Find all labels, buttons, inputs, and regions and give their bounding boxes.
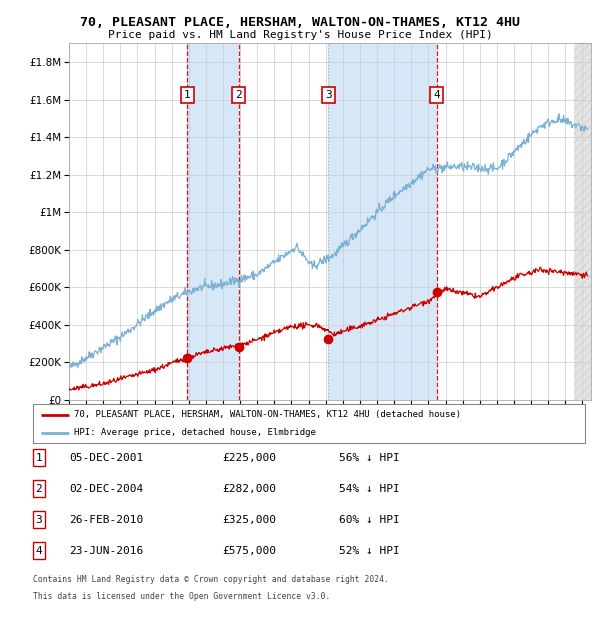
Text: £282,000: £282,000	[222, 484, 276, 494]
Text: £325,000: £325,000	[222, 515, 276, 525]
FancyBboxPatch shape	[33, 404, 585, 443]
Text: 54% ↓ HPI: 54% ↓ HPI	[339, 484, 400, 494]
Text: 3: 3	[35, 515, 43, 525]
Text: 2: 2	[235, 90, 242, 100]
Text: Contains HM Land Registry data © Crown copyright and database right 2024.: Contains HM Land Registry data © Crown c…	[33, 575, 389, 584]
Text: This data is licensed under the Open Government Licence v3.0.: This data is licensed under the Open Gov…	[33, 592, 331, 601]
Text: Price paid vs. HM Land Registry's House Price Index (HPI): Price paid vs. HM Land Registry's House …	[107, 30, 493, 40]
Text: 1: 1	[184, 90, 191, 100]
Text: 52% ↓ HPI: 52% ↓ HPI	[339, 546, 400, 556]
Text: 1: 1	[35, 453, 43, 463]
Text: 70, PLEASANT PLACE, HERSHAM, WALTON-ON-THAMES, KT12 4HU: 70, PLEASANT PLACE, HERSHAM, WALTON-ON-T…	[80, 16, 520, 29]
Text: 02-DEC-2004: 02-DEC-2004	[69, 484, 143, 494]
Text: 2: 2	[35, 484, 43, 494]
Bar	[574, 43, 591, 400]
Text: 60% ↓ HPI: 60% ↓ HPI	[339, 515, 400, 525]
Text: HPI: Average price, detached house, Elmbridge: HPI: Average price, detached house, Elmb…	[74, 428, 316, 437]
Text: 56% ↓ HPI: 56% ↓ HPI	[339, 453, 400, 463]
Text: 4: 4	[35, 546, 43, 556]
Text: 4: 4	[433, 90, 440, 100]
Text: £225,000: £225,000	[222, 453, 276, 463]
Bar	[328, 43, 437, 400]
Text: £575,000: £575,000	[222, 546, 276, 556]
Text: 70, PLEASANT PLACE, HERSHAM, WALTON-ON-THAMES, KT12 4HU (detached house): 70, PLEASANT PLACE, HERSHAM, WALTON-ON-T…	[74, 410, 461, 419]
Text: 26-FEB-2010: 26-FEB-2010	[69, 515, 143, 525]
Text: 23-JUN-2016: 23-JUN-2016	[69, 546, 143, 556]
Bar	[187, 43, 239, 400]
Text: 3: 3	[325, 90, 332, 100]
Text: 05-DEC-2001: 05-DEC-2001	[69, 453, 143, 463]
